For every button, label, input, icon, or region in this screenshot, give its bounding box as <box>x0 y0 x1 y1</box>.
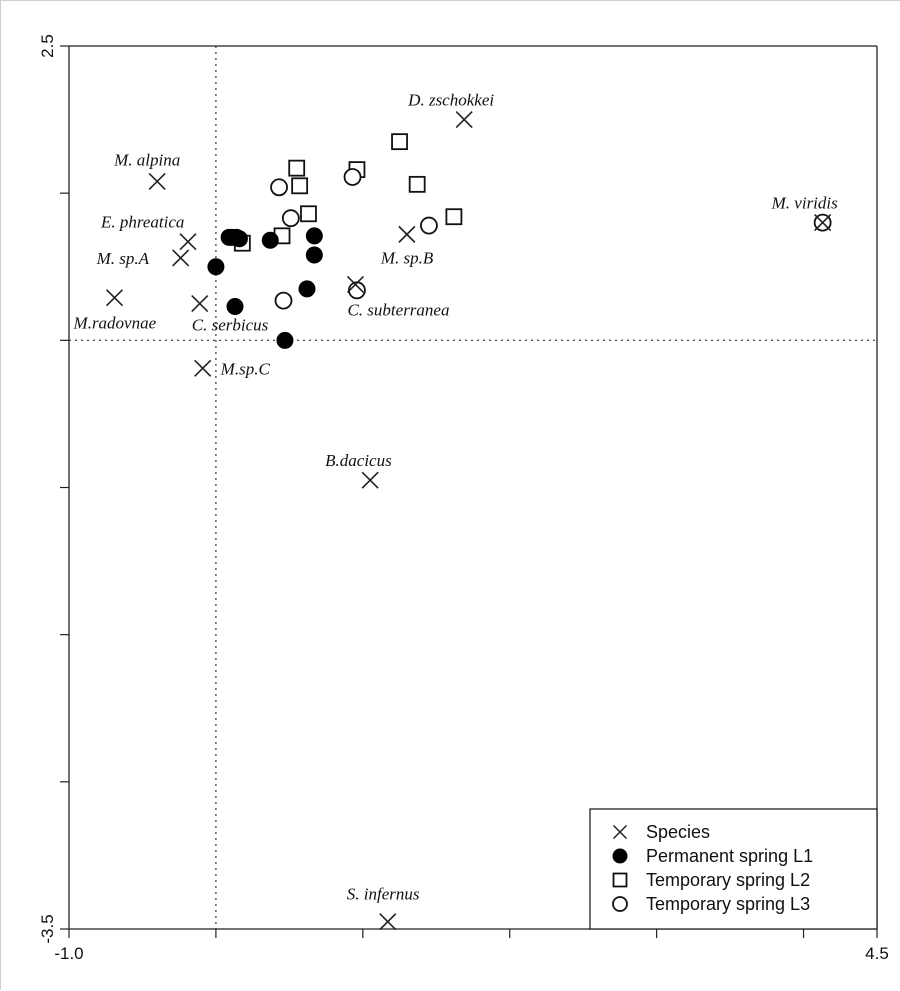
legend-label: Temporary spring L3 <box>646 894 810 914</box>
species-label: C. subterranea <box>347 300 449 319</box>
temporary-spring-l2-point <box>445 208 463 226</box>
temporary-spring-l3-point <box>348 281 366 300</box>
legend-label: Species <box>646 822 710 842</box>
temporary-spring-l3-point <box>270 178 288 197</box>
species-label: E. phreatica <box>100 213 184 232</box>
permanent-spring-l1-point <box>305 246 323 264</box>
temporary-spring-l2-point <box>408 175 426 193</box>
cross-stroke <box>105 289 124 307</box>
species-label: M. alpina <box>113 150 180 169</box>
point-labels: D. zschokkei M. alpina M. viridis E. phreat… <box>73 91 839 904</box>
legend-marker <box>612 896 628 912</box>
legend: Species Permanent spring L1 Temporary spri… <box>589 808 878 930</box>
reference-lines <box>69 46 877 929</box>
permanent-spring-l1-point <box>305 227 323 245</box>
species-point <box>172 249 190 267</box>
y-tick-label-max: 2.5 <box>38 34 57 58</box>
legend-marker <box>612 872 628 888</box>
species-label: M. sp.A <box>96 249 150 268</box>
permanent-spring-l1-point <box>298 280 316 298</box>
permanent-spring-l1-point <box>276 331 294 349</box>
species-point <box>346 275 365 293</box>
species-label: D. zschokkei <box>407 91 494 110</box>
cross-stroke <box>814 214 832 232</box>
cross-stroke <box>398 225 416 243</box>
species-point <box>379 913 397 931</box>
cross-stroke <box>455 111 473 129</box>
species-label: M.radovnae <box>73 314 157 333</box>
species-point <box>105 289 124 307</box>
temporary-spring-l2-point <box>391 133 408 151</box>
cross-stroke <box>361 471 379 489</box>
legend-marker <box>612 848 628 864</box>
legend-label: Temporary spring L2 <box>646 870 810 890</box>
x-tick-label-max: 4.5 <box>865 944 889 963</box>
species-point <box>361 471 379 489</box>
temporary-spring-l2-point <box>300 205 317 223</box>
species-label: C. serbicus <box>192 316 269 335</box>
y-tick-label-min: -3.5 <box>38 914 57 943</box>
temporary-spring-l2-point <box>291 177 309 195</box>
cross-stroke <box>191 294 209 313</box>
temporary-spring-l2-point <box>288 159 306 177</box>
permanent-spring-l1-point <box>261 231 279 249</box>
temporary-spring-l3-point <box>274 291 293 310</box>
legend-marker <box>612 824 628 840</box>
temporary-spring-l3-point <box>281 209 300 228</box>
species-point <box>455 111 473 129</box>
cross-stroke <box>179 233 197 251</box>
cross-stroke <box>346 275 365 293</box>
legend-label: Permanent spring L1 <box>646 846 813 866</box>
species-label: S. infernus <box>347 885 420 904</box>
permanent-spring-l1-point <box>230 230 248 248</box>
species-point <box>814 214 832 232</box>
cross-stroke <box>148 172 166 190</box>
species-point <box>398 225 416 243</box>
cross-stroke <box>379 913 397 931</box>
species-label: M. sp.B <box>380 248 434 267</box>
cross-stroke <box>172 249 190 267</box>
cross-stroke <box>612 824 628 840</box>
species-point <box>179 233 197 251</box>
species-point <box>148 172 166 190</box>
cross-stroke <box>194 359 212 377</box>
permanent-spring-l1-point <box>207 258 225 276</box>
species-label: M. viridis <box>771 194 838 213</box>
axes: -1.0 4.5 2.5 -3.5 <box>38 34 889 963</box>
x-tick-label-min: -1.0 <box>54 944 83 963</box>
species-label: M.sp.C <box>220 359 271 378</box>
legend-box <box>589 808 878 930</box>
species-point <box>194 359 212 377</box>
data-points <box>105 111 832 931</box>
temporary-spring-l3-point <box>420 216 438 235</box>
permanent-spring-l1-point <box>226 297 244 315</box>
species-point <box>191 294 209 313</box>
species-label: B.dacicus <box>325 451 392 470</box>
temporary-spring-l3-point <box>343 168 362 186</box>
